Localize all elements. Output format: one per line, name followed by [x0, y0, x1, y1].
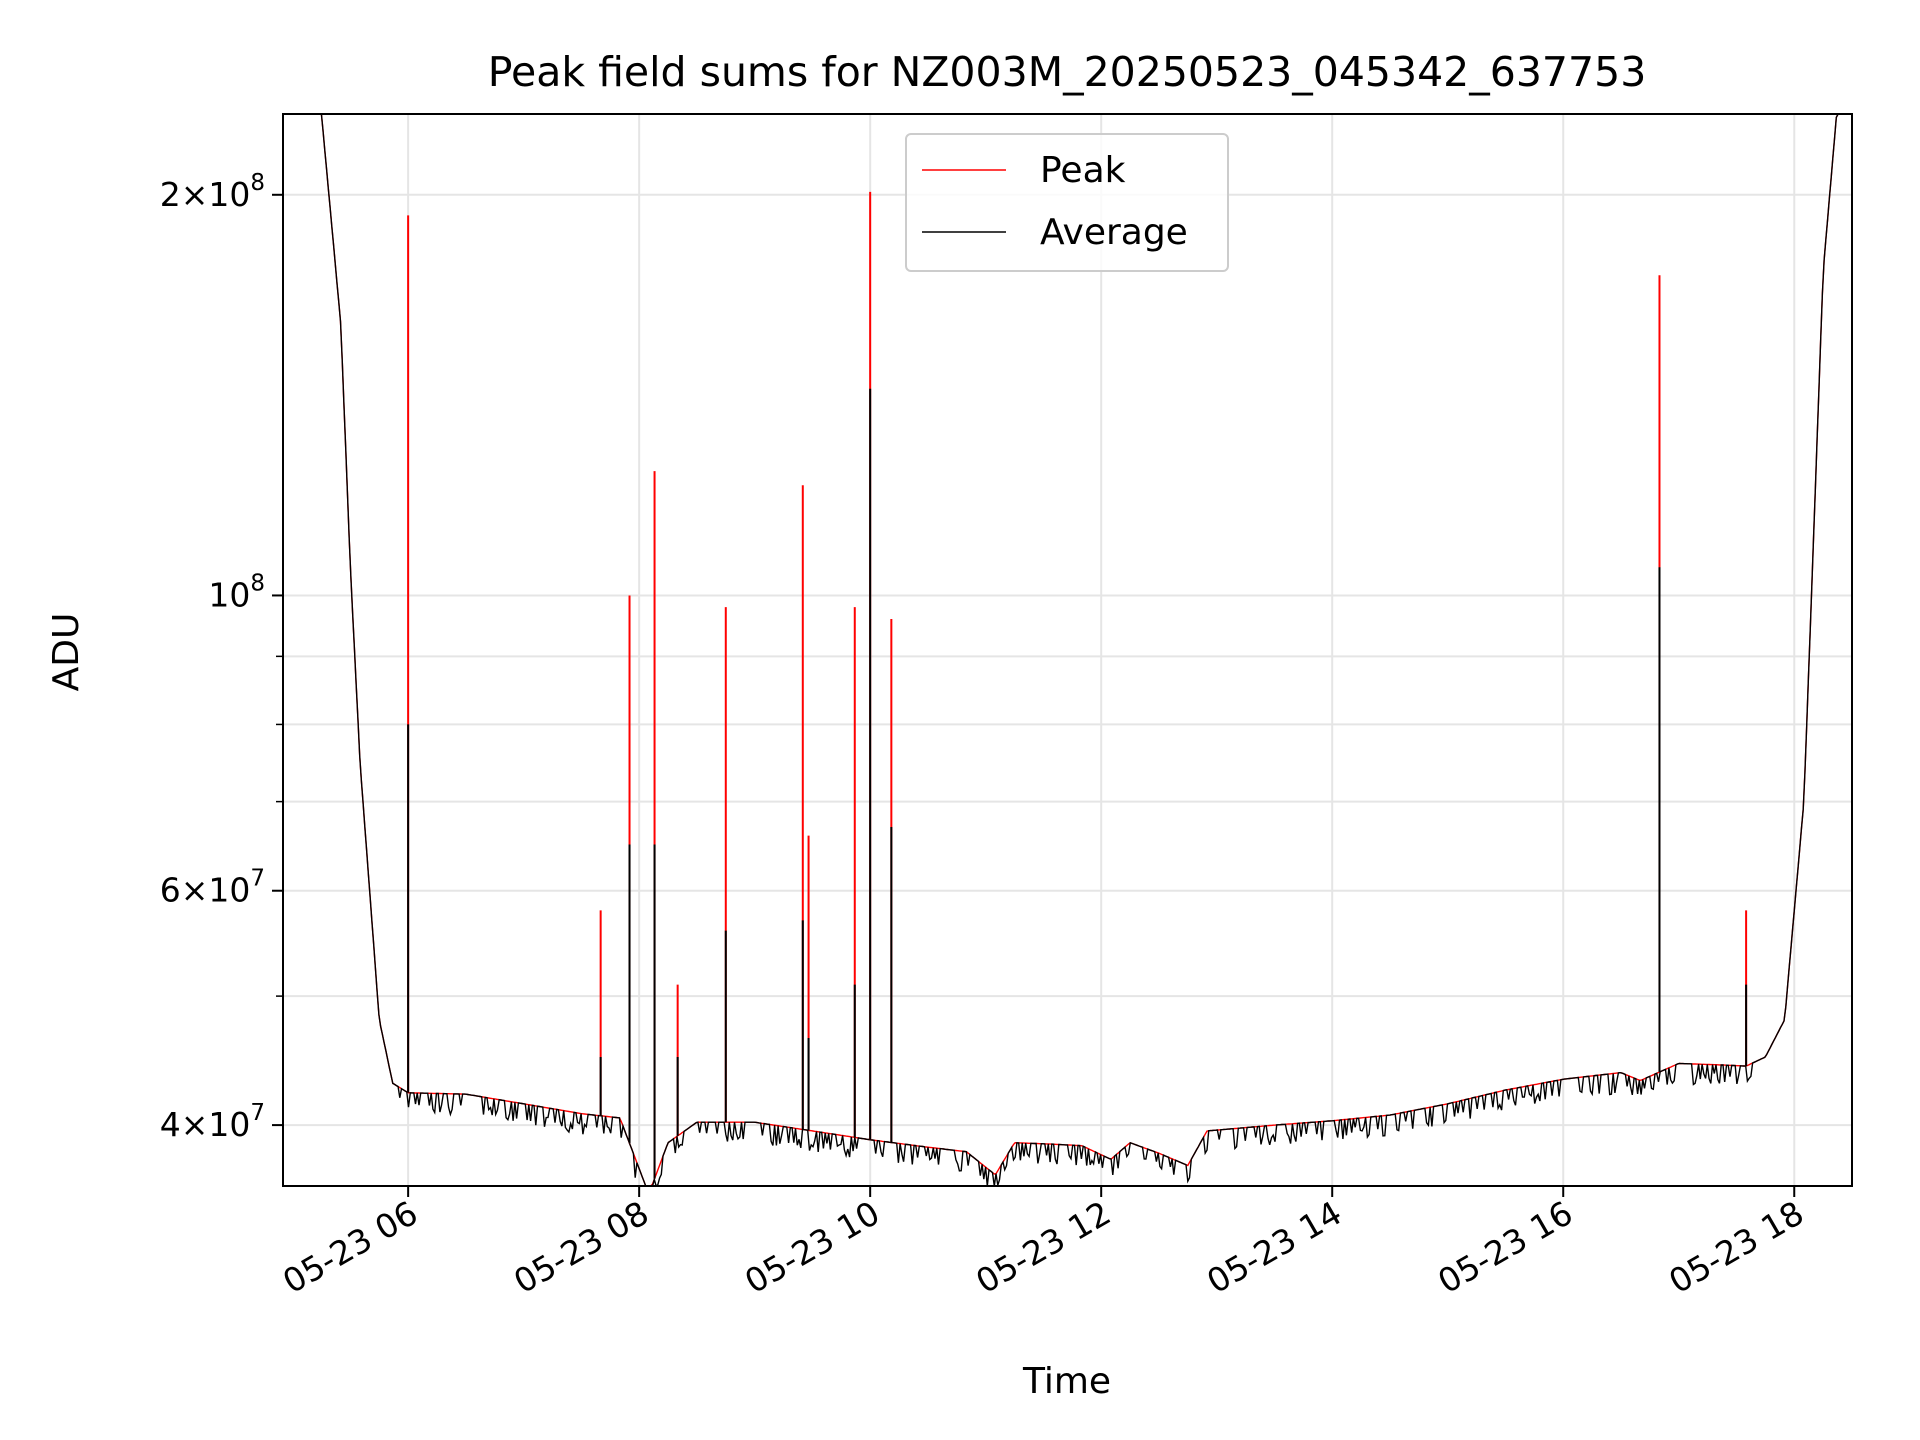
- y-tick-exponent: 8: [250, 170, 265, 196]
- chart-title: Peak field sums for NZ003M_20250523_0453…: [488, 48, 1647, 96]
- average-line: [283, 113, 1852, 1188]
- y-tick-exponent: 7: [250, 866, 265, 892]
- y-tick-base: 10: [208, 575, 250, 614]
- y-tick-label: 2×108: [160, 170, 265, 214]
- y-tick-label: 6×107: [160, 866, 265, 910]
- x-axis-label: Time: [1022, 1361, 1111, 1402]
- y-tick-base: 2×10: [160, 175, 251, 214]
- y-tick-label: 4×107: [160, 1100, 265, 1144]
- y-tick-exponent: 8: [250, 570, 265, 596]
- legend: Peak Average: [905, 133, 1229, 272]
- legend-average-label: Average: [1040, 212, 1188, 253]
- legend-peak-label: Peak: [1040, 150, 1126, 191]
- y-tick-base: 6×10: [160, 871, 251, 910]
- y-tick-label: 108: [208, 570, 265, 614]
- legend-box: [905, 133, 1229, 272]
- plot-lines: [283, 113, 1852, 1188]
- plot-frame: [282, 113, 1853, 1187]
- y-tick-exponent: 7: [250, 1100, 265, 1126]
- y-axis-label: ADU: [46, 613, 87, 692]
- y-tick-base: 4×10: [160, 1105, 251, 1144]
